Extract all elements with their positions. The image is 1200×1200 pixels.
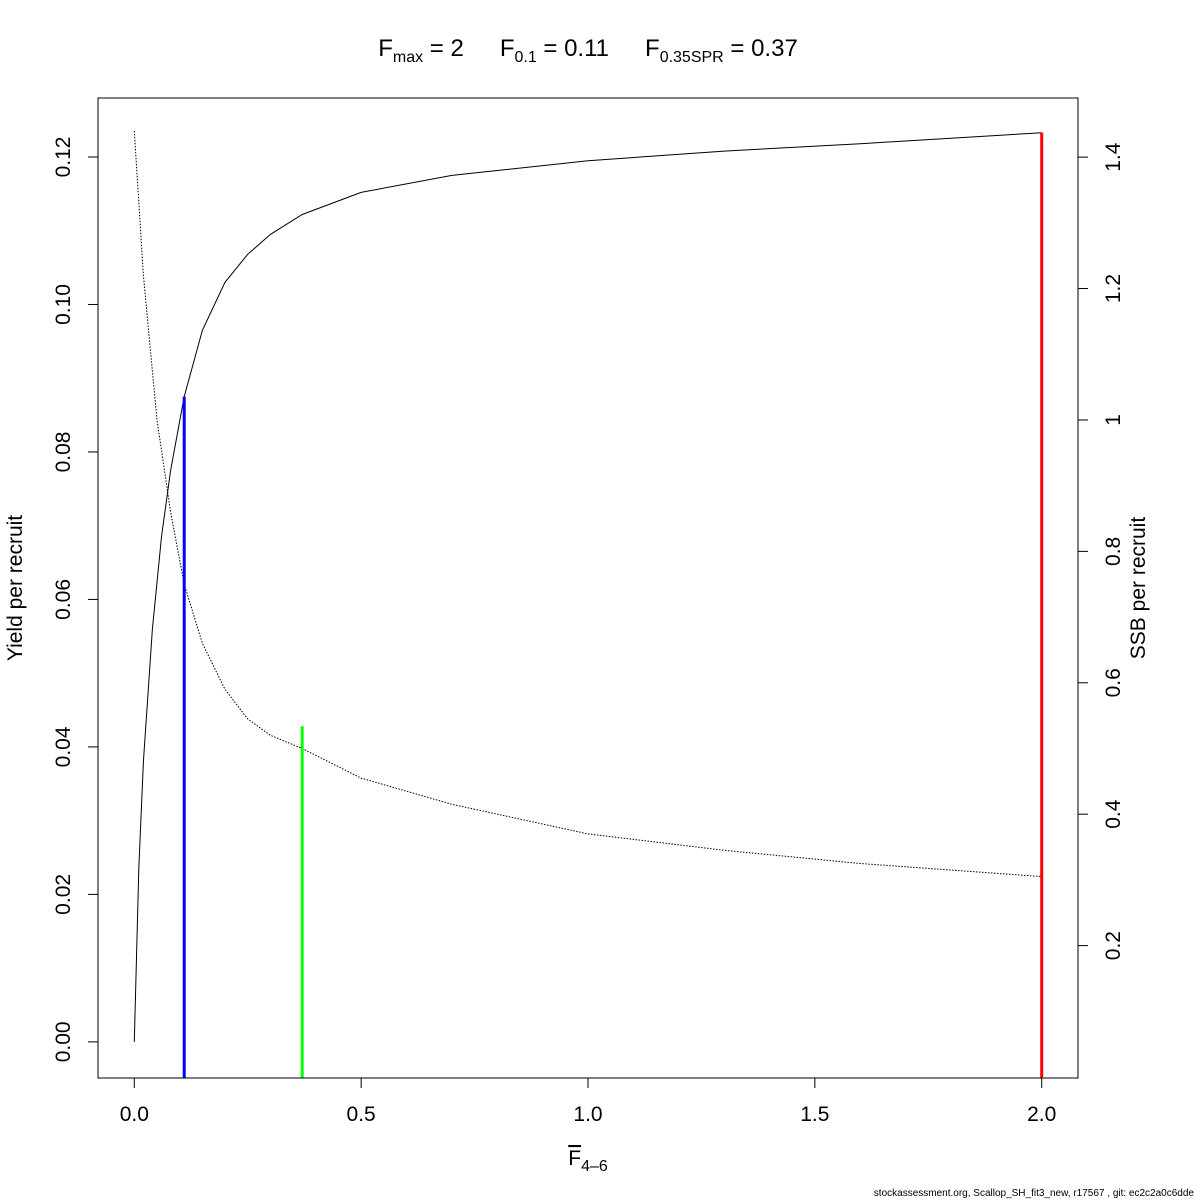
- x-axis-title: F4–6: [568, 1147, 608, 1175]
- title-value: = 2: [423, 35, 464, 62]
- y2-tick-label: 0.2: [1102, 931, 1125, 960]
- y-axis-left: 0.00 0.02 0.04 0.06 0.08 0.10 0.12: [52, 137, 99, 1062]
- y-axis-right: 0.2 0.4 0.6 0.8 1 1.2 1.4: [1077, 142, 1125, 960]
- title-symbol: F: [609, 35, 660, 62]
- y2-tick-label: 0.6: [1102, 668, 1125, 697]
- y2-axis-title: SSB per recruit: [1127, 517, 1150, 660]
- chart-title: Fmax = 2 F0.1 = 0.11 F0.35SPR = 0.37: [378, 35, 798, 66]
- x-tick-label: 2.0: [1027, 1103, 1056, 1126]
- x-axis-subscript: 4–6: [581, 1158, 608, 1175]
- y-tick-label: 0.00: [52, 1021, 75, 1062]
- y2-tick-label: 0.8: [1102, 537, 1125, 566]
- y2-tick-label: 1.4: [1102, 142, 1125, 172]
- title-value: = 0.11: [537, 35, 609, 62]
- y-axis-title: Yield per recruit: [4, 515, 27, 661]
- x-axis-symbol: F: [568, 1147, 581, 1170]
- yield-per-recruit-curve: [133, 132, 1042, 1042]
- y-tick-label: 0.06: [52, 579, 75, 620]
- plot-frame: [97, 97, 1079, 1079]
- title-value: = 0.37: [724, 35, 798, 62]
- y-tick-label: 0.12: [52, 137, 75, 178]
- y2-tick-label: 0.4: [1102, 799, 1125, 829]
- title-subscript: 0.35SPR: [660, 49, 724, 66]
- title-symbol: F: [464, 35, 515, 62]
- y-tick-label: 0.10: [52, 284, 75, 325]
- ssb-per-recruit-curve: [133, 130, 1042, 878]
- x-tick-label: 0.0: [120, 1103, 149, 1126]
- x-tick-label: 1.0: [573, 1103, 602, 1126]
- x-axis: 0.0 0.5 1.0 1.5 2.0: [120, 1077, 1056, 1126]
- title-symbol: F: [378, 35, 393, 62]
- x-tick-label: 0.5: [347, 1103, 376, 1126]
- reference-lines-layer: [182, 132, 1044, 1078]
- x-tick-label: 1.5: [800, 1103, 829, 1126]
- curves-layer: [133, 130, 1042, 1042]
- title-subscript: 0.1: [514, 49, 536, 66]
- title-subscript: max: [393, 49, 423, 66]
- y-tick-label: 0.04: [52, 726, 75, 767]
- y-tick-label: 0.08: [52, 432, 75, 473]
- y2-tick-label: 1: [1102, 414, 1125, 426]
- footer-credit: stockassessment.org, Scallop_SH_fit3_new…: [874, 1188, 1195, 1199]
- y-tick-label: 0.02: [52, 874, 75, 915]
- y2-tick-label: 1.2: [1102, 274, 1125, 303]
